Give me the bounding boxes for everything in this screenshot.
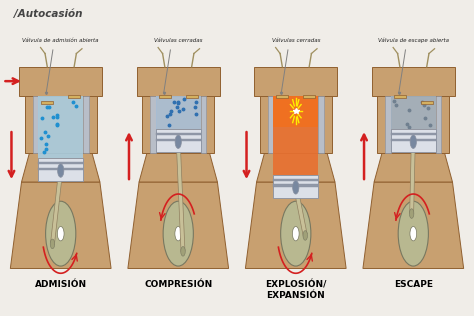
Text: Válvula de admisión abierta: Válvula de admisión abierta	[22, 38, 99, 43]
Text: COMPRESIÓN: COMPRESIÓN	[144, 281, 212, 289]
Circle shape	[50, 239, 55, 249]
Circle shape	[175, 135, 182, 149]
Bar	[273, 179, 318, 181]
Bar	[394, 94, 406, 98]
Circle shape	[303, 231, 308, 240]
Polygon shape	[176, 141, 185, 252]
Bar	[318, 95, 324, 153]
Text: Válvulas cerradas: Válvulas cerradas	[154, 38, 202, 43]
Bar	[25, 95, 97, 153]
Circle shape	[181, 246, 185, 256]
Polygon shape	[246, 182, 346, 269]
Polygon shape	[21, 153, 100, 182]
Bar	[273, 175, 318, 198]
Bar	[68, 94, 80, 98]
Bar	[436, 95, 441, 153]
Bar	[377, 95, 449, 153]
Bar	[33, 95, 38, 153]
Bar	[38, 167, 83, 170]
Bar	[41, 100, 54, 104]
Text: ADMISIÓN: ADMISIÓN	[35, 281, 87, 289]
Bar	[156, 129, 201, 152]
Bar	[391, 139, 436, 141]
Circle shape	[410, 135, 417, 149]
Bar	[19, 67, 102, 95]
Circle shape	[398, 201, 428, 266]
Polygon shape	[139, 153, 218, 182]
Circle shape	[46, 201, 76, 266]
Bar	[385, 95, 391, 153]
Bar	[372, 67, 455, 95]
Polygon shape	[294, 186, 307, 237]
Bar	[276, 94, 289, 98]
Circle shape	[410, 227, 417, 241]
Bar	[268, 95, 273, 153]
Text: ESCAPE: ESCAPE	[394, 281, 433, 289]
Bar	[420, 100, 433, 104]
Bar	[156, 95, 201, 129]
Bar	[38, 158, 83, 181]
Bar	[159, 94, 171, 98]
Text: Válvulas cerradas: Válvulas cerradas	[272, 38, 320, 43]
Bar	[391, 129, 436, 152]
Polygon shape	[51, 170, 63, 245]
Bar	[185, 94, 198, 98]
Circle shape	[57, 164, 64, 177]
Bar	[255, 67, 337, 95]
Bar	[391, 133, 436, 136]
Text: Válvula de escape abierta: Válvula de escape abierta	[378, 38, 449, 43]
Bar	[273, 185, 318, 187]
Polygon shape	[128, 182, 228, 269]
Bar	[273, 95, 318, 175]
Bar	[83, 95, 89, 153]
Text: /Autocasión: /Autocasión	[14, 9, 83, 20]
Bar	[156, 133, 201, 136]
Circle shape	[57, 227, 64, 241]
Bar	[303, 94, 315, 98]
Bar	[156, 139, 201, 141]
Bar	[391, 95, 436, 129]
Bar	[150, 95, 156, 153]
Circle shape	[163, 201, 193, 266]
Circle shape	[292, 181, 299, 194]
Bar	[260, 95, 332, 153]
Bar	[201, 95, 206, 153]
Bar	[38, 95, 83, 158]
Polygon shape	[374, 153, 453, 182]
Polygon shape	[410, 142, 415, 214]
Bar	[142, 95, 214, 153]
Bar	[38, 162, 83, 164]
Polygon shape	[10, 182, 111, 269]
Polygon shape	[256, 153, 335, 182]
Circle shape	[175, 227, 182, 241]
Text: EXPLOSIÓN/
EXPANSIÓN: EXPLOSIÓN/ EXPANSIÓN	[265, 281, 327, 300]
Bar	[273, 95, 318, 127]
Circle shape	[410, 209, 414, 218]
Circle shape	[292, 227, 299, 241]
Circle shape	[281, 201, 311, 266]
Bar	[137, 67, 219, 95]
Polygon shape	[363, 182, 464, 269]
